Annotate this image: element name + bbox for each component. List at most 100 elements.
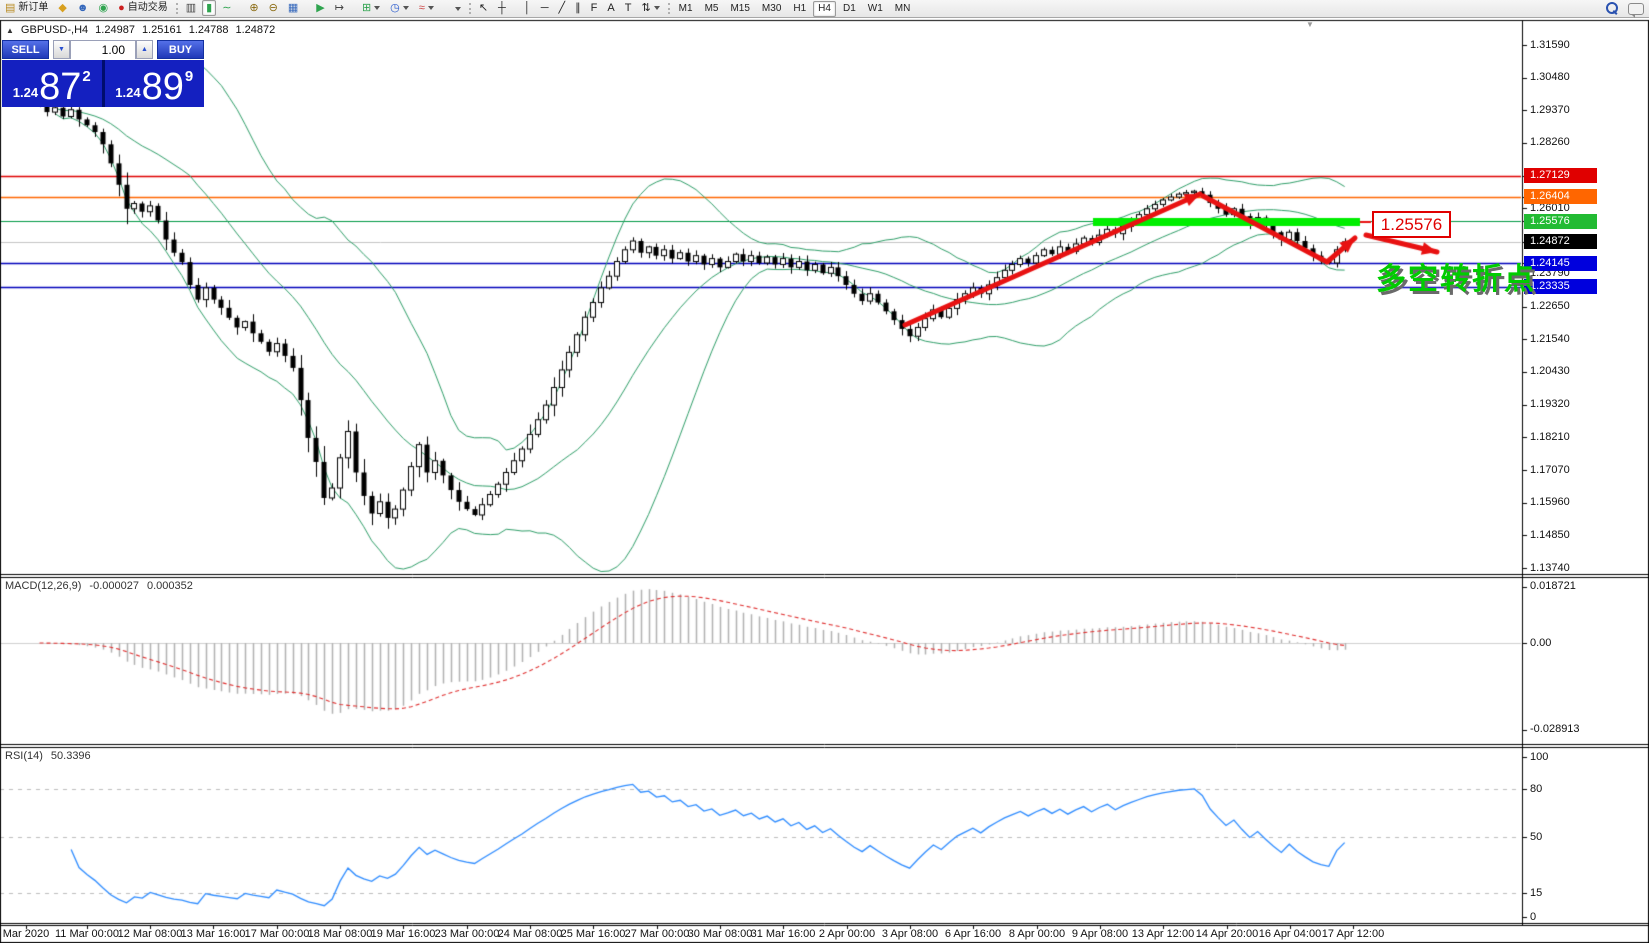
- ohlc-low: 1.24788: [188, 24, 229, 36]
- candlestick-button[interactable]: ▮: [202, 0, 217, 16]
- toolbar: ▤ 新订单 ◆ ☻ ◉ ● 自动交易 ▥ ▮ ∼ ⊕ ⊖ ▦ ▶ ↦ ⊞ ◷ ≈ ↖ ┼ │ ─ ╱ ∥ F A T ⇅ M1 M5 M1…: [0, 0, 1649, 18]
- vertical-line-button[interactable]: │: [520, 0, 535, 16]
- macd-signal-value: 0.000352: [146, 580, 193, 592]
- fibonacci-button[interactable]: F: [587, 0, 602, 16]
- autotrade-button[interactable]: ● 自动交易: [114, 0, 172, 16]
- price-level-badge[interactable]: 1.26404: [1524, 189, 1597, 205]
- date-axis-label: 3 Apr 08:00: [881, 928, 939, 940]
- buy-price-panel[interactable]: 1.24 89 9: [104, 60, 204, 107]
- buy-price-prefix: 1.24: [115, 85, 141, 100]
- turning-point-note[interactable]: 多空转折点: [1376, 263, 1536, 296]
- timeframe-m30-button[interactable]: M30: [761, 2, 782, 14]
- date-axis-label: 2 Apr 00:00: [818, 928, 876, 940]
- price-axis-tick: 1.29370: [1530, 103, 1570, 116]
- date-axis-label: 14 Apr 20:00: [1195, 928, 1259, 940]
- text-label-button[interactable]: T: [621, 0, 636, 16]
- timeframe-mn-button[interactable]: MN: [894, 2, 911, 14]
- price-level-badge[interactable]: 1.24872: [1524, 234, 1597, 250]
- price-level-badge[interactable]: 1.24145: [1524, 255, 1597, 271]
- candlestick-button-glyph: ▮: [206, 2, 213, 14]
- timeframe-m1-button[interactable]: M1: [678, 2, 693, 14]
- period-button-dropdown-icon[interactable]: [402, 6, 409, 10]
- text-label-button-glyph: T: [624, 2, 632, 14]
- chart-shift-button-glyph: ↦: [334, 2, 344, 14]
- trendline-button[interactable]: ╱: [555, 0, 570, 16]
- timeframe-d1-button[interactable]: D1: [842, 2, 856, 14]
- date-axis-label: 9 Apr 08:00: [1071, 928, 1129, 940]
- timeframe-h4-button[interactable]: H4: [813, 0, 836, 17]
- trendline-button-glyph: ╱: [558, 2, 566, 14]
- text-button[interactable]: A: [603, 0, 618, 16]
- sell-button[interactable]: SELL: [2, 40, 49, 59]
- text-button-glyph: A: [607, 2, 615, 14]
- price-axis-tick: 1.13740: [1530, 561, 1570, 574]
- new-order-button-label: 新订单: [18, 2, 49, 13]
- rsi-label: RSI(14) 50.3396: [5, 750, 91, 762]
- arrows-button[interactable]: ⇅: [637, 0, 663, 16]
- new-order-button-glyph: ▤: [5, 2, 16, 14]
- line-chart-button[interactable]: ∼: [218, 0, 235, 16]
- price-axis-tick: 1.26010: [1530, 201, 1570, 214]
- date-axis-label: 16 Apr 04:00: [1258, 928, 1322, 940]
- price-level-badge[interactable]: 1.25576: [1524, 213, 1597, 229]
- toolbar-grip: [468, 3, 471, 14]
- buy-button[interactable]: BUY: [157, 40, 204, 59]
- sell-price-panel[interactable]: 1.24 87 2: [2, 60, 102, 107]
- toolbar-items: ▤ 新订单 ◆ ☻ ◉ ● 自动交易 ▥ ▮ ∼ ⊕ ⊖ ▦ ▶ ↦ ⊞ ◷ ≈ ↖ ┼ │ ─ ╱ ∥ F A T ⇅: [0, 0, 673, 17]
- toolbar-grip: [667, 3, 670, 14]
- chart-shift-button[interactable]: ↦: [331, 0, 348, 16]
- price-level-badge[interactable]: 1.23335: [1524, 279, 1597, 295]
- zoom-in-button[interactable]: ⊕: [245, 0, 262, 16]
- tile-windows-button[interactable]: ▦: [284, 0, 302, 16]
- channel-button[interactable]: ∥: [571, 0, 585, 16]
- timeframe-w1-button[interactable]: W1: [867, 2, 883, 14]
- horizontal-line-button-glyph: ─: [540, 2, 549, 14]
- new-chart-button[interactable]: ⊞: [358, 0, 384, 16]
- timeframe-m15-button[interactable]: M15: [730, 2, 750, 14]
- timeframe-h1-button[interactable]: H1: [793, 2, 807, 14]
- templates-button-dropdown-icon[interactable]: [454, 7, 461, 11]
- signal-icon[interactable]: ◉: [94, 0, 112, 16]
- date-axis-label: Mar 2020: [2, 928, 50, 940]
- macd-axis-tick: -0.028913: [1530, 723, 1580, 736]
- horizontal-line-button[interactable]: ─: [537, 0, 553, 16]
- lot-decrease-button[interactable]: ▼: [53, 40, 70, 59]
- sell-price-main: 87: [39, 66, 82, 108]
- price-level-badge[interactable]: 1.27129: [1524, 168, 1597, 184]
- panel-collapse-arrow-icon[interactable]: ▼: [1306, 20, 1314, 29]
- new-chart-button-dropdown-icon[interactable]: [374, 6, 381, 10]
- date-axis-label: 30 Mar 08:00: [687, 928, 753, 940]
- rsi-axis-tick: 0: [1530, 910, 1537, 923]
- period-button[interactable]: ◷: [386, 0, 413, 16]
- date-axis-label: 23 Mar 00:00: [434, 928, 500, 940]
- date-axis-label: 6 Apr 16:00: [944, 928, 1002, 940]
- gold-icon[interactable]: ◆: [54, 0, 70, 16]
- zoom-out-button[interactable]: ⊖: [265, 0, 282, 16]
- price-callout-box[interactable]: 1.25576: [1372, 211, 1451, 238]
- macd-axis-tick: 0.00: [1530, 636, 1552, 649]
- ohlc-close: 1.24872: [235, 24, 276, 36]
- lot-increase-button[interactable]: ▲: [136, 40, 153, 59]
- lot-input[interactable]: [71, 41, 135, 59]
- templates-button[interactable]: [448, 1, 465, 17]
- timeframe-m5-button[interactable]: M5: [704, 2, 719, 14]
- new-order-button[interactable]: ▤ 新订单: [1, 0, 52, 16]
- arrows-button-dropdown-icon[interactable]: [653, 6, 660, 10]
- price-axis-tick: 1.21540: [1530, 332, 1570, 345]
- indicators-button[interactable]: ≈: [415, 0, 438, 16]
- autoscroll-button[interactable]: ▶: [312, 0, 328, 16]
- chat-icon[interactable]: [1628, 2, 1644, 18]
- cursor-button[interactable]: ↖: [475, 0, 492, 16]
- date-axis-label: 31 Mar 16:00: [750, 928, 816, 940]
- gold-icon-glyph: ◆: [58, 2, 67, 14]
- zoom-in-button-glyph: ⊕: [249, 2, 259, 14]
- date-axis-label: 8 Apr 00:00: [1008, 928, 1066, 940]
- bar-chart-button[interactable]: ▥: [182, 0, 200, 16]
- one-click-trade-panel: SELL ▼ ▲ BUY 1.24 87 2 1.24 89 9: [2, 40, 204, 107]
- search-icon[interactable]: [1606, 2, 1619, 15]
- profile-icon[interactable]: ☻: [73, 0, 93, 16]
- crosshair-button[interactable]: ┼: [494, 0, 510, 16]
- indicators-button-dropdown-icon[interactable]: [427, 6, 434, 10]
- autotrade-button-glyph: ●: [118, 2, 125, 14]
